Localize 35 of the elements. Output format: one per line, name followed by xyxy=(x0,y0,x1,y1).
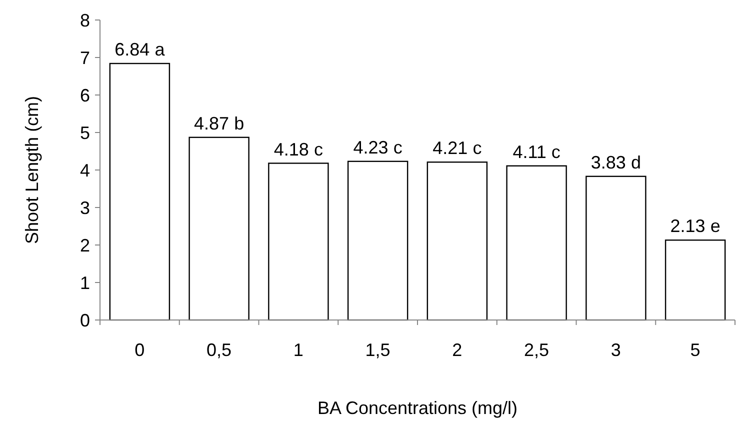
bar xyxy=(268,162,329,321)
y-tick-label: 5 xyxy=(80,122,90,143)
x-tick-label: 1 xyxy=(293,340,304,360)
y-tick-label: 6 xyxy=(80,85,90,106)
bar xyxy=(586,176,646,321)
data-label: 4.87 b xyxy=(194,113,244,134)
y-tick-label: 0 xyxy=(80,310,90,330)
x-tick-label: 5 xyxy=(690,340,700,360)
data-label: 3.83 d xyxy=(590,152,641,172)
y-tick-label: 8 xyxy=(80,10,90,30)
bar xyxy=(426,162,488,321)
data-label: 6.84 a xyxy=(114,40,166,60)
x-tick-label: 1,5 xyxy=(365,340,390,360)
data-label: 4.11 c xyxy=(512,142,560,162)
y-tick-label: 2 xyxy=(80,235,90,256)
x-tick-label: 2 xyxy=(452,340,462,360)
x-axis-title: BA Concentrations (mg/l) xyxy=(317,398,518,418)
y-axis-title: Shoot Length (cm) xyxy=(22,96,42,244)
y-tick-label: 1 xyxy=(80,272,90,293)
data-label: 4.23 c xyxy=(353,137,402,158)
bar xyxy=(347,160,408,321)
data-label: 2.13 e xyxy=(670,216,720,236)
bar xyxy=(188,136,250,321)
y-tick-label: 4 xyxy=(80,160,90,180)
y-tick-label: 3 xyxy=(80,198,90,218)
y-tick-label: 7 xyxy=(80,48,90,68)
x-tick-label: 2,5 xyxy=(524,340,550,360)
x-tick-label: 0,5 xyxy=(206,340,232,360)
bar xyxy=(109,62,170,321)
data-label: 4.18 c xyxy=(274,139,323,160)
x-tick-label: 3 xyxy=(610,340,621,360)
bar xyxy=(506,165,567,321)
bar xyxy=(664,240,726,321)
data-label: 4.21 c xyxy=(432,138,482,158)
x-tick-label: 0 xyxy=(134,340,145,360)
